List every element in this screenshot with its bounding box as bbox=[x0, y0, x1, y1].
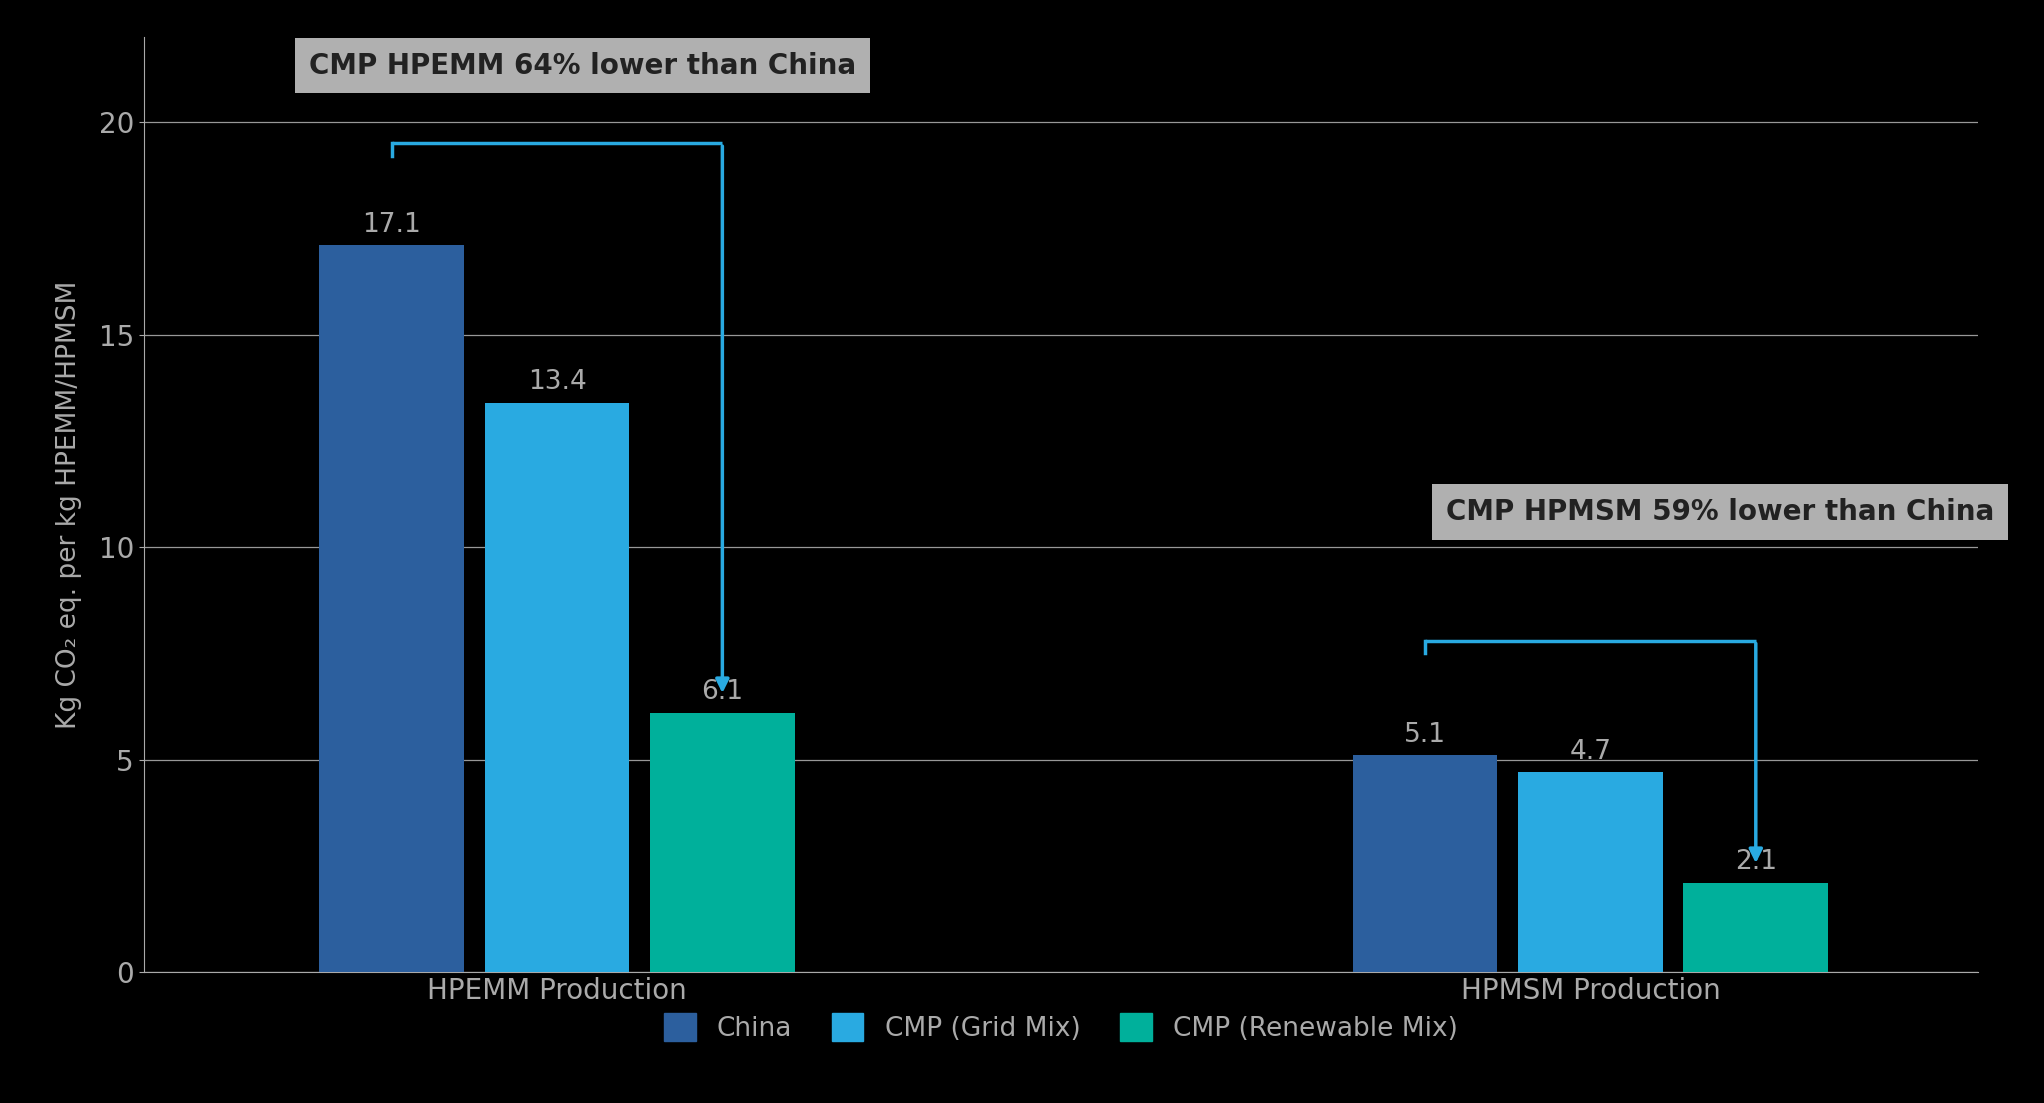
Bar bbox=[1353, 756, 1498, 972]
Bar bbox=[484, 403, 630, 972]
Bar bbox=[1684, 882, 1827, 972]
Text: 5.1: 5.1 bbox=[1404, 721, 1445, 748]
Bar bbox=[650, 713, 795, 972]
Text: 2.1: 2.1 bbox=[1735, 849, 1776, 876]
Text: CMP HPEMM 64% lower than China: CMP HPEMM 64% lower than China bbox=[309, 52, 856, 79]
Legend: China, CMP (Grid Mix), CMP (Renewable Mix): China, CMP (Grid Mix), CMP (Renewable Mi… bbox=[654, 1003, 1468, 1052]
Text: 13.4: 13.4 bbox=[527, 368, 587, 395]
Text: 4.7: 4.7 bbox=[1570, 739, 1611, 764]
Text: 17.1: 17.1 bbox=[362, 212, 421, 237]
Bar bbox=[319, 245, 464, 972]
Text: 6.1: 6.1 bbox=[701, 679, 744, 705]
Text: CMP HPMSM 59% lower than China: CMP HPMSM 59% lower than China bbox=[1445, 497, 1993, 526]
Bar bbox=[1519, 772, 1662, 972]
Y-axis label: Kg CO₂ eq. per kg HPEMM/HPMSM: Kg CO₂ eq. per kg HPEMM/HPMSM bbox=[55, 280, 82, 729]
